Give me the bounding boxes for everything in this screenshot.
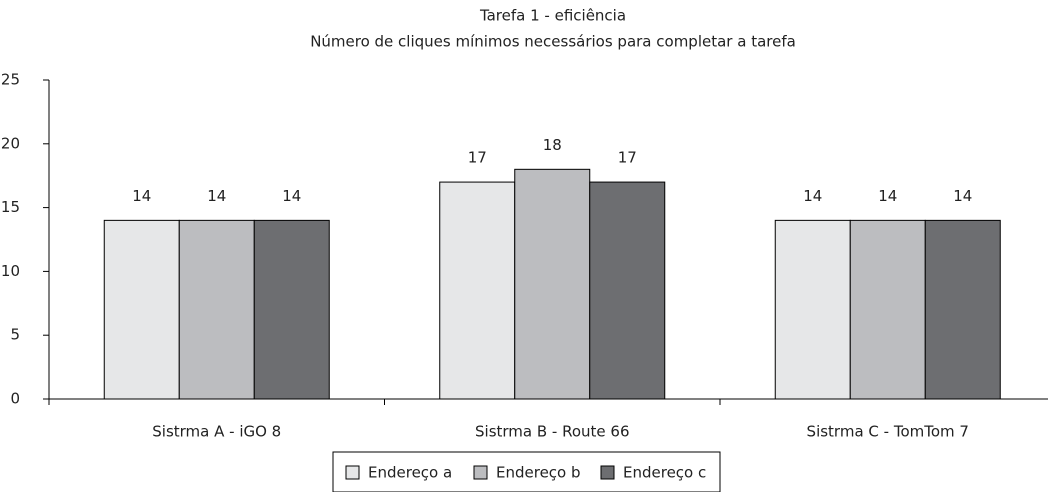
data-label: 14 <box>953 187 972 205</box>
bar <box>849 219 926 400</box>
data-label: 14 <box>878 187 897 205</box>
legend-label: Endereço c <box>623 464 706 482</box>
data-label: 17 <box>468 149 487 167</box>
bar <box>924 219 1001 400</box>
legend-swatch <box>345 465 360 480</box>
y-tick-label: 10 <box>1 262 20 280</box>
x-tick-label: Sistrma B - Route 66 <box>475 423 630 441</box>
bar <box>103 219 180 400</box>
bar <box>589 181 666 400</box>
legend-swatch <box>473 465 488 480</box>
y-tick-label: 5 <box>10 326 20 344</box>
legend-swatch <box>600 465 615 480</box>
data-label: 14 <box>282 187 301 205</box>
bar <box>439 181 516 400</box>
data-label: 14 <box>207 187 226 205</box>
legend-label: Endereço a <box>368 464 452 482</box>
data-label: 14 <box>132 187 151 205</box>
legend-label: Endereço b <box>496 464 581 482</box>
chart-title: Tarefa 1 - eficiência <box>479 7 626 25</box>
y-tick-label: 20 <box>1 134 20 152</box>
data-label: 18 <box>543 136 562 154</box>
y-tick-label: 0 <box>10 390 20 408</box>
legend-box <box>332 451 721 493</box>
x-tick-label: Sistrma C - TomTom 7 <box>807 423 969 441</box>
x-tick-label: Sistrma A - iGO 8 <box>152 423 281 441</box>
data-label: 17 <box>618 149 637 167</box>
y-tick-label: 15 <box>1 198 20 216</box>
y-tick-label: 25 <box>1 71 20 89</box>
bar <box>514 168 591 400</box>
bar <box>774 219 851 400</box>
chart-subtitle: Número de cliques mínimos necessários pa… <box>310 33 796 51</box>
data-label: 14 <box>803 187 822 205</box>
bar <box>178 219 255 400</box>
bar <box>253 219 330 400</box>
